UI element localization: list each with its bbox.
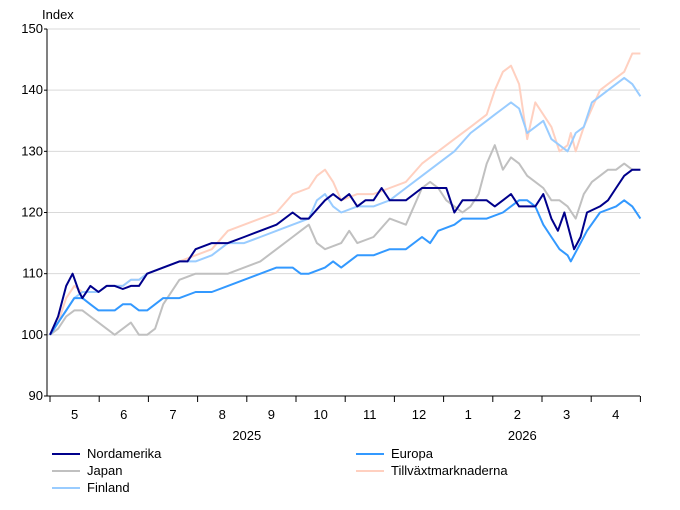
y-tick-label-140: 140 bbox=[21, 82, 43, 97]
y-tick-label-130: 130 bbox=[21, 143, 43, 158]
series-line-finland bbox=[49, 76, 642, 336]
legend-swatch-nordamerika bbox=[52, 452, 80, 455]
legend-swatch-finland bbox=[52, 486, 80, 489]
x-tick-label-month: 12 bbox=[412, 407, 426, 422]
y-axis-label: Index bbox=[42, 7, 74, 22]
x-tick-label-month: 4 bbox=[612, 407, 619, 422]
y-tick-labels: 90 100 110 120 130 140 150 bbox=[21, 21, 43, 403]
y-tick-label-150: 150 bbox=[21, 21, 43, 36]
x-tick-label-month: 8 bbox=[219, 407, 226, 422]
legend-label-japan: Japan bbox=[87, 463, 123, 478]
x-year-label-2026: 2026 bbox=[508, 428, 537, 443]
x-tick-label-month: 7 bbox=[169, 407, 176, 422]
legend-item-japan: Japan bbox=[52, 463, 122, 478]
x-tick-label-month: 9 bbox=[268, 407, 275, 422]
axes bbox=[44, 28, 641, 402]
legend-item-tillvaxtmarknaderna: Tillväxtmarknaderna bbox=[356, 463, 508, 478]
legend-item-nordamerika: Nordamerika bbox=[52, 446, 161, 461]
x-tick-label-month: 1 bbox=[465, 407, 472, 422]
series-line-japan bbox=[49, 144, 641, 336]
x-tick-label-month: 2 bbox=[514, 407, 521, 422]
y-tick-label-120: 120 bbox=[21, 205, 43, 220]
plot-series bbox=[49, 52, 642, 336]
legend-item-finland: Finland bbox=[52, 480, 130, 495]
y-tick-label-110: 110 bbox=[22, 266, 43, 281]
series-line-nordamerika bbox=[49, 168, 641, 336]
x-tick-label-month: 10 bbox=[313, 407, 327, 422]
legend-swatch-tillvaxtmarknaderna bbox=[356, 469, 384, 472]
legend-label-finland: Finland bbox=[87, 480, 130, 495]
grid-lines bbox=[47, 28, 640, 336]
y-tick-label-100: 100 bbox=[21, 327, 43, 342]
series-line-europa bbox=[49, 199, 642, 336]
legend-swatch-europa bbox=[356, 452, 384, 455]
legend-swatch-japan bbox=[52, 469, 80, 472]
legend-item-europa: Europa bbox=[356, 446, 433, 461]
series-line-tillvaxtmarknaderna bbox=[49, 52, 641, 336]
y-tick-label-90: 90 bbox=[29, 388, 43, 403]
x-tick-label-month: 6 bbox=[120, 407, 127, 422]
legend-label-nordamerika: Nordamerika bbox=[87, 446, 162, 461]
legend-label-tillvaxtmarknaderna: Tillväxtmarknaderna bbox=[391, 463, 508, 478]
x-tick-label-month: 3 bbox=[563, 407, 570, 422]
x-tick-label-month: 11 bbox=[363, 407, 377, 422]
x-tick-label-month: 5 bbox=[71, 407, 78, 422]
x-year-label-2025: 2025 bbox=[232, 428, 261, 443]
legend-label-europa: Europa bbox=[391, 446, 433, 461]
